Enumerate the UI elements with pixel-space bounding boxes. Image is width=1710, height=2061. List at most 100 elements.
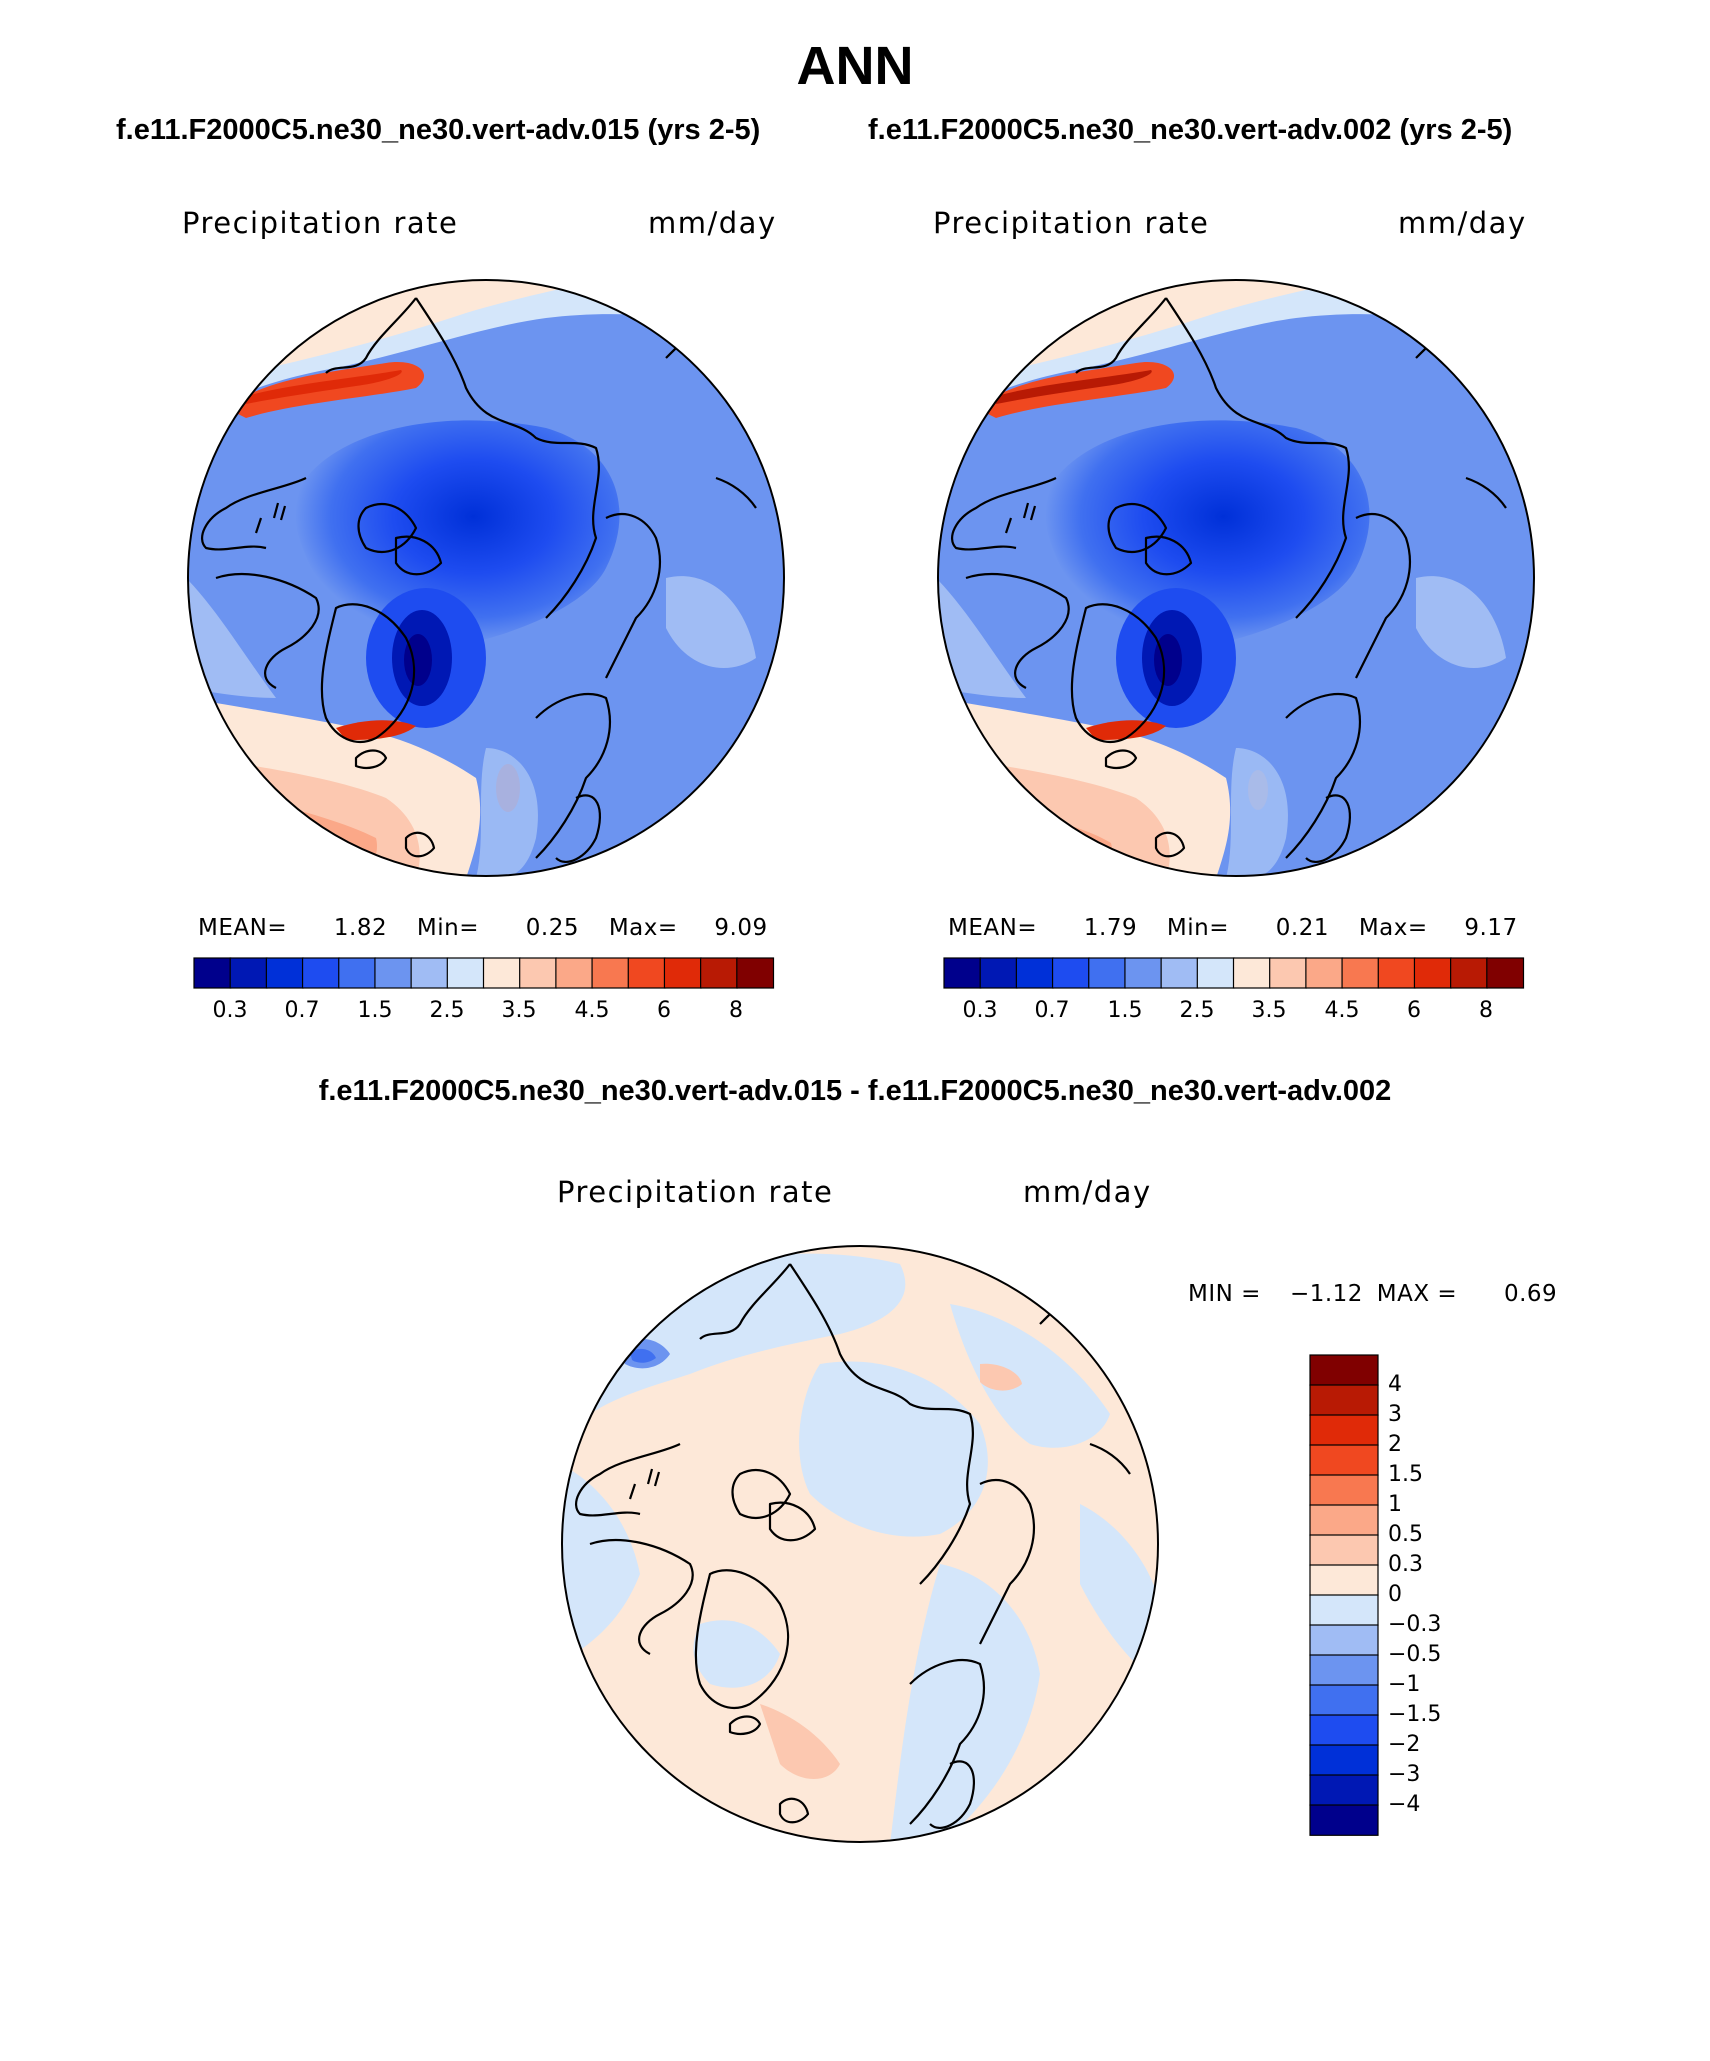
panel2-units-label: mm/day xyxy=(1398,206,1527,240)
colorbar-swatch xyxy=(736,957,775,989)
panel2-stats: MEAN= 1.79 Min= 0.21 Max= 9.17 xyxy=(948,915,1518,941)
colorbar-swatch xyxy=(482,957,521,989)
tick-label: 2.5 xyxy=(429,998,465,1023)
colorbar-swatch xyxy=(1309,1414,1379,1446)
tick-label: 6 xyxy=(657,998,671,1023)
colorbar-swatch xyxy=(1377,957,1416,989)
tick-label: 3.5 xyxy=(501,998,537,1023)
tick-label: −4 xyxy=(1388,1792,1421,1817)
colorbar-swatch xyxy=(301,957,340,989)
tick-label: −0.5 xyxy=(1388,1642,1442,1667)
colorbar-swatch xyxy=(446,957,485,989)
panel1-units-label: mm/day xyxy=(648,206,777,240)
colorbar-swatch xyxy=(943,957,982,989)
colorbar-swatch xyxy=(1450,957,1488,989)
tick-label: 0 xyxy=(1388,1582,1402,1607)
colorbar-swatch xyxy=(1309,1534,1379,1566)
tick-label: 0.7 xyxy=(284,998,320,1023)
colorbar-swatch xyxy=(1269,957,1307,989)
panel1-colorbar-swatches xyxy=(193,957,775,989)
tick-label: 0.3 xyxy=(1388,1552,1423,1577)
diff-units-label: mm/day xyxy=(1023,1175,1152,1209)
colorbar-swatch xyxy=(229,957,268,989)
colorbar-swatch xyxy=(663,957,702,989)
tick-label: 0.3 xyxy=(212,998,248,1023)
tick-label: 1.5 xyxy=(1107,998,1143,1023)
colorbar-swatch xyxy=(1309,1594,1379,1626)
colorbar-swatch xyxy=(519,957,557,989)
tick-label: −0.3 xyxy=(1388,1612,1442,1637)
colorbar-swatch xyxy=(1341,957,1380,989)
colorbar-swatch xyxy=(1413,957,1452,989)
colorbar-swatch xyxy=(1305,957,1344,989)
panel2-variable-label: Precipitation rate xyxy=(933,206,1210,240)
tick-label: 8 xyxy=(1479,998,1493,1023)
colorbar-swatch xyxy=(1015,957,1054,989)
tick-label: 0.5 xyxy=(1388,1522,1423,1547)
colorbar-swatch xyxy=(555,957,594,989)
colorbar-swatch xyxy=(1309,1774,1379,1806)
diff-title: f.e11.F2000C5.ne30_ne30.vert-adv.015 - f… xyxy=(318,1075,1392,1107)
diff-map xyxy=(561,1245,1159,1843)
tick-label: −1.5 xyxy=(1388,1702,1442,1727)
tick-label: 3.5 xyxy=(1251,998,1287,1023)
tick-label: 1.5 xyxy=(1388,1462,1423,1487)
colorbar-swatch xyxy=(1309,1384,1379,1416)
colorbar-swatch xyxy=(1309,1564,1379,1596)
tick-label: 6 xyxy=(1407,998,1421,1023)
tick-label: 0.7 xyxy=(1034,998,1070,1023)
panel1-variable-label: Precipitation rate xyxy=(182,206,459,240)
page-title: ANN xyxy=(796,36,914,96)
colorbar-swatch xyxy=(1309,1504,1379,1536)
tick-label: 2 xyxy=(1388,1432,1402,1457)
tick-label: −2 xyxy=(1388,1732,1421,1757)
colorbar-swatch xyxy=(1309,1444,1379,1476)
colorbar-swatch xyxy=(1160,957,1199,989)
tick-label: 4.5 xyxy=(574,998,610,1023)
diff-colorbar-ticks: 4 3 2 1.5 1 0.5 0.3 0 −0.3 −0.5 −1 −1.5 … xyxy=(1388,1355,1488,1835)
colorbar-swatch xyxy=(979,957,1018,989)
colorbar-swatch xyxy=(1309,1804,1379,1836)
panel1-map xyxy=(187,279,785,877)
colorbar-swatch xyxy=(410,957,449,989)
colorbar-swatch xyxy=(193,957,232,989)
tick-label: 2.5 xyxy=(1179,998,1215,1023)
tick-label: 0.3 xyxy=(962,998,998,1023)
tick-label: 8 xyxy=(729,998,743,1023)
colorbar-swatch xyxy=(1088,957,1127,989)
diff-colorbar xyxy=(1309,1354,1379,1836)
case1-title: f.e11.F2000C5.ne30_ne30.vert-adv.015 (yr… xyxy=(116,114,761,146)
colorbar-swatch xyxy=(1309,1684,1379,1716)
colorbar-swatch xyxy=(1309,1474,1379,1506)
colorbar-swatch xyxy=(627,957,666,989)
colorbar-swatch xyxy=(1309,1354,1379,1386)
panel2-map xyxy=(937,279,1535,877)
tick-label: 3 xyxy=(1388,1402,1402,1427)
colorbar-swatch xyxy=(1124,957,1163,989)
diff-stats: MIN = −1.12 MAX = 0.69 xyxy=(1188,1281,1558,1307)
panel1-colorbar xyxy=(193,957,775,989)
tick-label: 4 xyxy=(1388,1372,1402,1397)
colorbar-swatch xyxy=(1486,957,1525,989)
colorbar-swatch xyxy=(374,957,413,989)
tick-label: −3 xyxy=(1388,1762,1421,1787)
panel1-colorbar-ticks: 0.3 0.7 1.5 2.5 3.5 4.5 6 8 xyxy=(194,998,773,1028)
colorbar-swatch xyxy=(338,957,377,989)
colorbar-swatch xyxy=(1309,1744,1379,1776)
colorbar-swatch xyxy=(1309,1654,1379,1686)
diff-variable-label: Precipitation rate xyxy=(557,1175,834,1209)
colorbar-swatch xyxy=(265,957,304,989)
panel2-colorbar-ticks: 0.3 0.7 1.5 2.5 3.5 4.5 6 8 xyxy=(944,998,1523,1028)
tick-label: 4.5 xyxy=(1324,998,1360,1023)
panel2-colorbar xyxy=(943,957,1525,989)
tick-label: −1 xyxy=(1388,1672,1421,1697)
panel1-stats: MEAN= 1.82 Min= 0.25 Max= 9.09 xyxy=(198,915,768,941)
colorbar-swatch xyxy=(1051,957,1090,989)
colorbar-swatch xyxy=(700,957,738,989)
panel2-colorbar-swatches xyxy=(943,957,1525,989)
colorbar-swatch xyxy=(1232,957,1271,989)
colorbar-swatch xyxy=(1309,1714,1379,1746)
colorbar-swatch xyxy=(1309,1624,1379,1656)
tick-label: 1 xyxy=(1388,1492,1402,1517)
tick-label: 1.5 xyxy=(357,998,393,1023)
